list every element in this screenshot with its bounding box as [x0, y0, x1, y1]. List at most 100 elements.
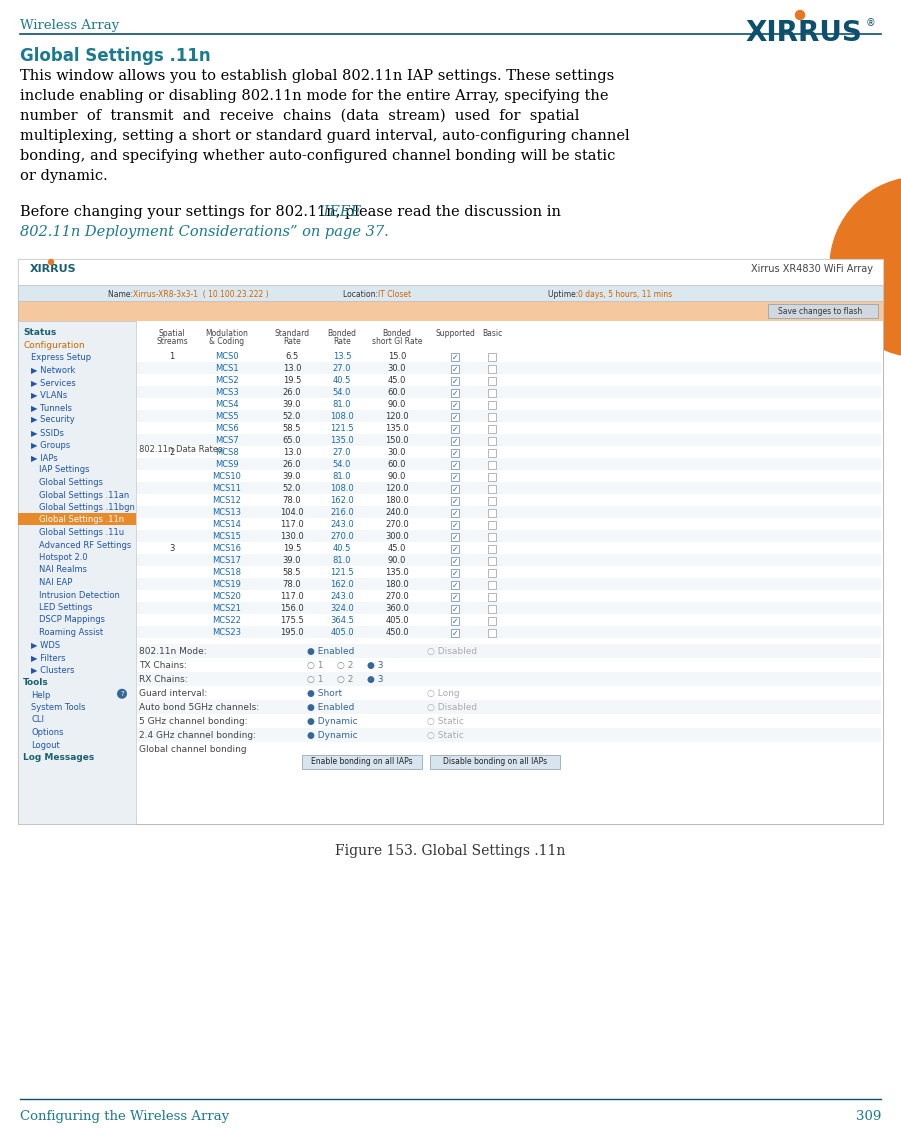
- Bar: [488, 352, 496, 362]
- Text: 135.0: 135.0: [330, 435, 354, 445]
- Text: 6.5: 6.5: [286, 352, 298, 362]
- Text: Auto bond 5GHz channels:: Auto bond 5GHz channels:: [139, 703, 259, 712]
- Text: System Tools: System Tools: [31, 703, 86, 712]
- Text: 2.4 GHz channel bonding:: 2.4 GHz channel bonding:: [139, 731, 256, 740]
- Text: ✓: ✓: [451, 616, 459, 625]
- Text: 26.0: 26.0: [283, 388, 301, 397]
- Text: 180.0: 180.0: [385, 580, 409, 589]
- Text: ● 3: ● 3: [367, 675, 384, 684]
- Bar: [451, 617, 459, 625]
- Text: NAI EAP: NAI EAP: [39, 578, 72, 587]
- Text: MCS12: MCS12: [213, 496, 241, 505]
- Bar: [137, 362, 881, 374]
- Text: MCS19: MCS19: [213, 580, 241, 589]
- Bar: [488, 413, 496, 421]
- Bar: [137, 714, 881, 728]
- Text: IT Closet: IT Closet: [378, 290, 411, 299]
- Text: 195.0: 195.0: [280, 628, 304, 637]
- Text: Streams: Streams: [156, 337, 188, 346]
- Text: MCS0: MCS0: [215, 352, 239, 362]
- Text: MCS6: MCS6: [215, 424, 239, 433]
- Text: 27.0: 27.0: [332, 364, 351, 373]
- Text: Hotspot 2.0: Hotspot 2.0: [39, 553, 87, 562]
- Bar: [137, 658, 881, 672]
- Text: ✓: ✓: [451, 473, 459, 481]
- Bar: [137, 506, 881, 518]
- Bar: [451, 437, 459, 445]
- Text: Figure 153. Global Settings .11n: Figure 153. Global Settings .11n: [335, 844, 566, 858]
- Bar: [137, 398, 881, 410]
- Bar: [137, 728, 881, 742]
- Bar: [137, 493, 881, 506]
- Text: MCS17: MCS17: [213, 556, 241, 565]
- Bar: [430, 755, 560, 769]
- Text: 90.0: 90.0: [387, 472, 406, 481]
- Text: ▶ Services: ▶ Services: [31, 377, 76, 387]
- Text: Express Setup: Express Setup: [31, 352, 91, 362]
- Text: ○ 1: ○ 1: [307, 661, 323, 670]
- Bar: [137, 385, 881, 398]
- Text: 120.0: 120.0: [386, 412, 409, 421]
- Text: 5 GHz channel bonding:: 5 GHz channel bonding:: [139, 717, 248, 727]
- Text: 52.0: 52.0: [283, 412, 301, 421]
- Bar: [451, 413, 459, 421]
- Text: 270.0: 270.0: [330, 532, 354, 541]
- Text: Help: Help: [31, 690, 50, 699]
- Text: ▶ WDS: ▶ WDS: [31, 640, 60, 649]
- Text: MCS9: MCS9: [215, 460, 239, 468]
- Circle shape: [796, 10, 805, 19]
- Text: MCS21: MCS21: [213, 604, 241, 613]
- Bar: [137, 530, 881, 542]
- Bar: [137, 601, 881, 614]
- Text: 30.0: 30.0: [387, 364, 406, 373]
- Bar: [137, 578, 881, 590]
- Text: ▶ Network: ▶ Network: [31, 365, 76, 374]
- Text: 150.0: 150.0: [386, 435, 409, 445]
- Bar: [137, 321, 883, 824]
- Text: 309: 309: [856, 1110, 881, 1123]
- Bar: [488, 485, 496, 493]
- Text: Options: Options: [31, 728, 63, 737]
- Text: 364.5: 364.5: [330, 616, 354, 625]
- Text: 117.0: 117.0: [280, 520, 304, 529]
- Text: Modulation: Modulation: [205, 329, 249, 338]
- Text: Rate: Rate: [283, 337, 301, 346]
- Text: ○ 2: ○ 2: [337, 661, 353, 670]
- Text: number  of  transmit  and  receive  chains  (data  stream)  used  for  spatial: number of transmit and receive chains (d…: [20, 109, 579, 124]
- Bar: [488, 521, 496, 529]
- Bar: [488, 497, 496, 505]
- Circle shape: [49, 259, 53, 265]
- Bar: [137, 446, 881, 458]
- Text: 175.5: 175.5: [280, 616, 304, 625]
- Text: 13.0: 13.0: [283, 364, 301, 373]
- Text: ○ Static: ○ Static: [427, 717, 464, 727]
- Text: ✓: ✓: [451, 365, 459, 373]
- Bar: [137, 672, 881, 686]
- Bar: [137, 542, 881, 554]
- Text: MCS23: MCS23: [213, 628, 241, 637]
- Text: Configuration: Configuration: [23, 340, 85, 349]
- Text: 90.0: 90.0: [387, 556, 406, 565]
- Text: & Coding: & Coding: [209, 337, 244, 346]
- Bar: [137, 700, 881, 714]
- Text: Log Messages: Log Messages: [23, 753, 95, 762]
- Bar: [451, 594, 459, 601]
- Text: 65.0: 65.0: [283, 435, 301, 445]
- Text: ✓: ✓: [451, 545, 459, 554]
- Bar: [451, 557, 459, 565]
- Text: 450.0: 450.0: [386, 628, 409, 637]
- Bar: [18, 513, 136, 525]
- Text: Intrusion Detection: Intrusion Detection: [39, 590, 120, 599]
- Text: ● Dynamic: ● Dynamic: [307, 731, 358, 740]
- Text: 19.5: 19.5: [283, 543, 301, 553]
- Text: Status: Status: [23, 327, 56, 337]
- Text: MCS7: MCS7: [215, 435, 239, 445]
- Bar: [451, 581, 459, 589]
- Text: ✓: ✓: [451, 581, 459, 589]
- Text: ✓: ✓: [451, 448, 459, 457]
- Bar: [302, 755, 422, 769]
- Text: 216.0: 216.0: [330, 508, 354, 517]
- Text: 240.0: 240.0: [386, 508, 409, 517]
- Text: ● Dynamic: ● Dynamic: [307, 717, 358, 727]
- Bar: [488, 425, 496, 433]
